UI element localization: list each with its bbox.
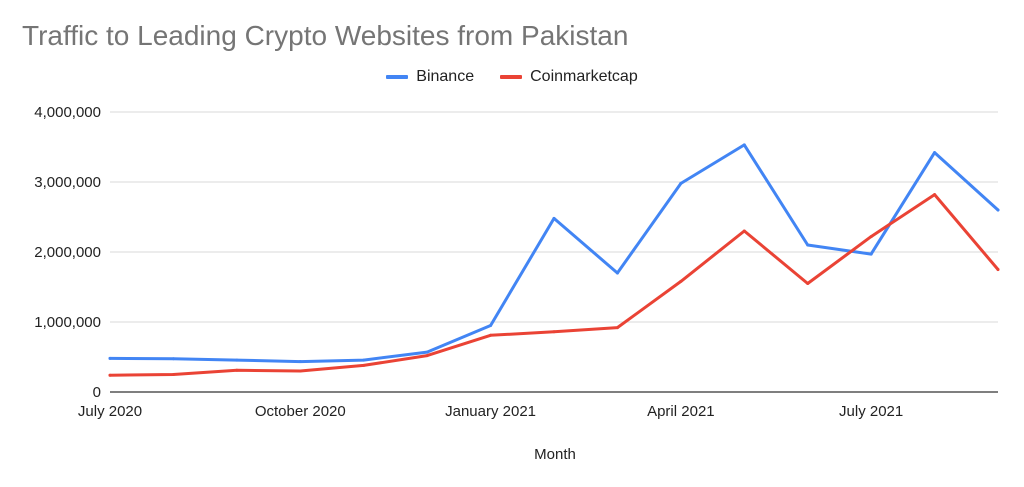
series-line-coinmarketcap[interactable] [108, 193, 1000, 377]
data-point-binance[interactable] [679, 181, 683, 185]
data-point-coinmarketcap[interactable] [615, 326, 619, 330]
data-point-binance[interactable] [552, 216, 556, 220]
legend-swatch-binance [386, 75, 409, 79]
data-point-binance[interactable] [235, 358, 239, 362]
data-point-binance[interactable] [615, 271, 619, 275]
data-point-coinmarketcap[interactable] [298, 369, 302, 373]
data-point-binance[interactable] [362, 358, 366, 362]
legend: Binance Coinmarketcap [0, 68, 1024, 86]
data-point-binance[interactable] [298, 360, 302, 364]
data-point-coinmarketcap[interactable] [108, 373, 112, 377]
data-point-binance[interactable] [425, 350, 429, 354]
data-point-binance[interactable] [742, 143, 746, 147]
series-line-binance[interactable] [108, 143, 1000, 364]
data-point-binance[interactable] [489, 324, 493, 327]
data-point-coinmarketcap[interactable] [742, 229, 746, 233]
y-tick-label: 4,000,000 [34, 104, 101, 121]
data-point-coinmarketcap[interactable] [489, 333, 493, 337]
x-axis-ticks: July 2020 October 2020 January 2021 April 2… [78, 403, 903, 420]
y-tick-label: 0 [93, 384, 101, 401]
x-tick-label: July 2020 [78, 403, 142, 420]
x-tick-label: October 2020 [255, 403, 346, 420]
data-point-binance[interactable] [171, 357, 175, 361]
data-point-coinmarketcap[interactable] [425, 354, 429, 358]
legend-item-coinmarketcap[interactable]: Coinmarketcap [500, 68, 638, 86]
legend-label-coinmarketcap: Coinmarketcap [530, 68, 638, 85]
data-point-coinmarketcap[interactable] [933, 193, 937, 197]
x-tick-label: July 2021 [839, 403, 903, 420]
series-lines [108, 143, 1000, 377]
data-point-coinmarketcap[interactable] [679, 279, 683, 283]
data-point-coinmarketcap[interactable] [806, 282, 810, 285]
data-point-coinmarketcap[interactable] [996, 268, 1000, 271]
x-tick-label: January 2021 [445, 403, 536, 420]
y-tick-label: 1,000,000 [34, 314, 101, 331]
data-point-binance[interactable] [933, 151, 937, 155]
chart-title: Traffic to Leading Crypto Websites from … [22, 20, 629, 51]
data-point-binance[interactable] [108, 356, 112, 360]
y-tick-label: 3,000,000 [34, 174, 101, 191]
data-point-coinmarketcap[interactable] [552, 330, 556, 334]
data-point-coinmarketcap[interactable] [171, 373, 175, 376]
data-point-coinmarketcap[interactable] [362, 363, 366, 367]
data-point-binance[interactable] [806, 243, 810, 247]
legend-swatch-coinmarketcap [500, 75, 523, 79]
x-tick-label: April 2021 [647, 403, 715, 420]
x-axis-title: Month [534, 446, 576, 463]
data-point-coinmarketcap[interactable] [869, 235, 873, 239]
y-axis-ticks: 0 1,000,000 2,000,000 3,000,000 4,000,000 [34, 104, 101, 401]
data-point-coinmarketcap[interactable] [235, 368, 239, 372]
legend-label-binance: Binance [416, 68, 475, 85]
data-point-binance[interactable] [869, 252, 873, 256]
y-tick-label: 2,000,000 [34, 244, 101, 261]
data-point-binance[interactable] [996, 208, 1000, 212]
legend-item-binance[interactable]: Binance [386, 68, 474, 86]
